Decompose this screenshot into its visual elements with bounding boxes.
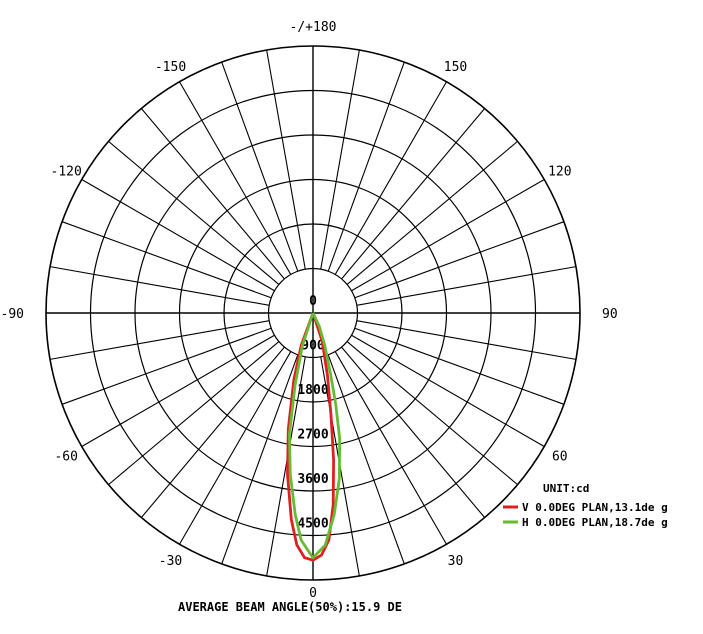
legend-label-v: V 0.0DEG PLAN,13.1de g <box>522 501 668 514</box>
grid-spoke-260 <box>49 266 270 306</box>
angle-label-0: 0 <box>309 586 317 601</box>
grid-spoke-330 <box>179 351 292 545</box>
grid-spoke-350 <box>266 356 306 577</box>
grid-spoke-300 <box>81 334 275 447</box>
legend: UNIT:cd V 0.0DEG PLAN,13.1de g H 0.0DEG … <box>503 482 668 529</box>
radial-label-4500: 4500 <box>297 517 328 532</box>
grid-spoke-280 <box>49 320 270 360</box>
grid-spoke-40 <box>341 346 486 518</box>
grid-spoke-200 <box>221 61 299 272</box>
radial-label-2700: 2700 <box>297 428 328 443</box>
legend-label-h: H 0.0DEG PLAN,18.7de g <box>522 516 668 529</box>
series-line-1 <box>288 312 342 560</box>
grid-spoke-60 <box>351 334 545 447</box>
angle-label--150: -150 <box>155 60 186 75</box>
radial-label-0: 0 <box>309 294 317 309</box>
grid-spoke-140 <box>341 108 486 280</box>
angle-label--90: -90 <box>1 307 24 322</box>
angle-label--180: -/+180 <box>290 20 337 35</box>
grid-spoke-190 <box>266 49 306 270</box>
grid-spoke-110 <box>354 221 565 299</box>
grid-spoke-160 <box>327 61 405 272</box>
angle-label--60: -60 <box>54 450 77 465</box>
grid-spoke-70 <box>354 327 565 405</box>
grid-spoke-250 <box>61 221 272 299</box>
grid-spoke-100 <box>356 266 577 306</box>
grid-spoke-240 <box>81 179 275 292</box>
grid-spoke-290 <box>61 327 272 405</box>
legend-unit-label: UNIT:cd <box>543 482 589 495</box>
angle-label-30: 30 <box>448 554 464 569</box>
grid-spoke-50 <box>346 341 518 486</box>
radial-label-1800: 1800 <box>297 383 328 398</box>
grid-spoke-150 <box>334 81 447 275</box>
series-line-0 <box>286 312 335 562</box>
grid-spoke-310 <box>108 341 280 486</box>
grid-spoke-20 <box>327 354 405 565</box>
radial-label-900: 900 <box>301 339 325 354</box>
grid-spoke-120 <box>351 179 545 292</box>
grid-spoke-80 <box>356 320 577 360</box>
angle-label--120: -120 <box>51 165 82 180</box>
angle-label-90: 90 <box>602 307 618 322</box>
beam-angle-footer: AVERAGE BEAM ANGLE(50%):15.9 DE <box>178 600 402 614</box>
radial-label-3600: 3600 <box>297 472 328 487</box>
grid-spoke-340 <box>221 354 299 565</box>
grid-spoke-230 <box>108 140 280 285</box>
series-layer <box>286 312 342 562</box>
grid-spoke-170 <box>320 49 360 270</box>
angle-label-60: 60 <box>552 450 568 465</box>
grid-spoke-130 <box>346 140 518 285</box>
grid-spoke-30 <box>334 351 447 545</box>
angle-label--30: -30 <box>159 554 182 569</box>
angle-label-120: 120 <box>548 165 571 180</box>
grid-spoke-210 <box>179 81 292 275</box>
angle-label-150: 150 <box>444 60 467 75</box>
angle-tick-labels: -/+180 150 -150 120 -120 90 -90 60 -60 30 -30 0 <box>1 20 618 601</box>
grid-spoke-320 <box>140 346 285 518</box>
grid-spoke-220 <box>140 108 285 280</box>
radial-tick-labels: 0 900 1800 2700 3600 4500 <box>297 294 328 532</box>
polar-grid <box>45 45 581 581</box>
